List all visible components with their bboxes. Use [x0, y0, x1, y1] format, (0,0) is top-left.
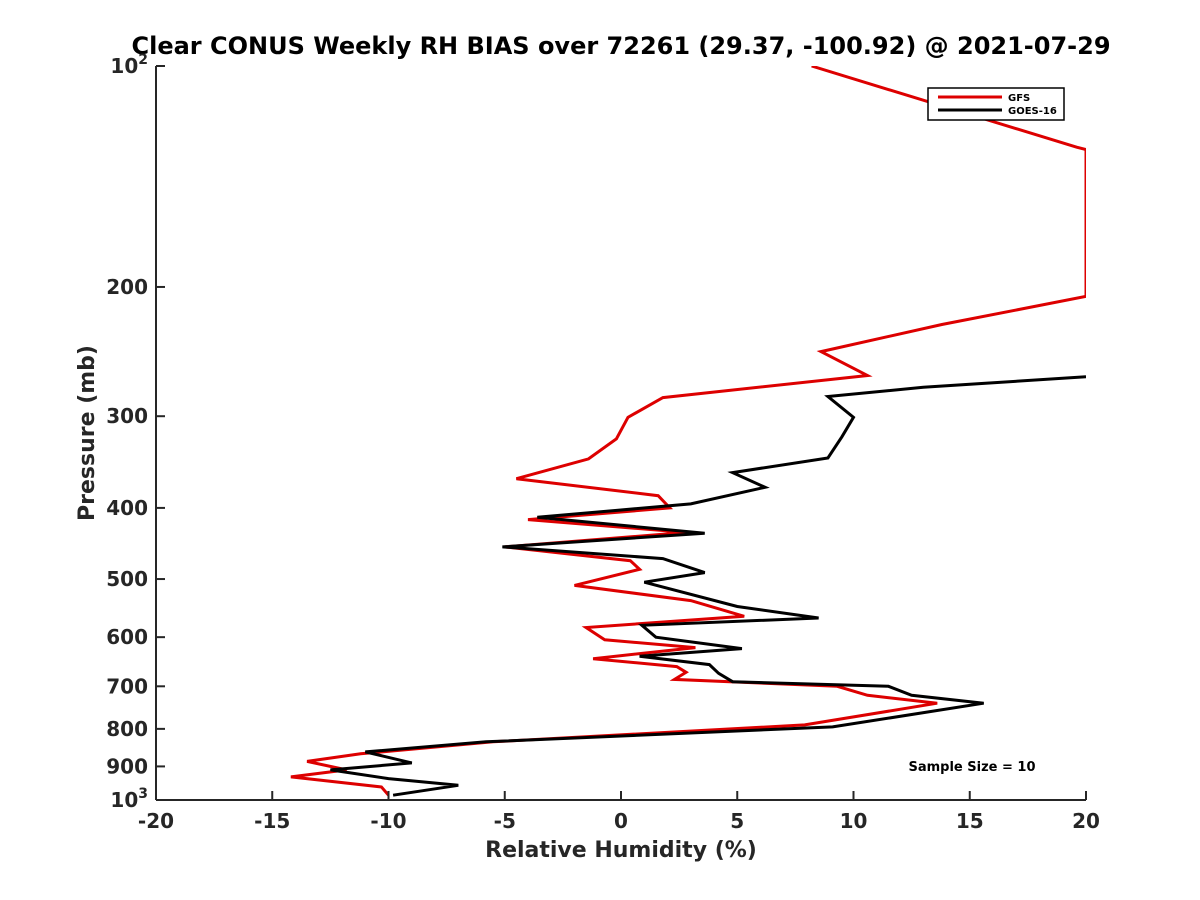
- sample-size-annotation: Sample Size = 10: [908, 760, 1035, 775]
- legend: GFS GOES-16: [927, 87, 1065, 121]
- axes-layer: -20 -15 -10 -5 0 5 10 15 20 102 200 300 400 500 600 700…: [106, 52, 1100, 833]
- x-axis-label: Relative Humidity (%): [485, 838, 757, 863]
- y-tick-label: 800: [106, 717, 148, 741]
- legend-box: [927, 87, 1065, 121]
- y-tick-label: 500: [106, 567, 148, 591]
- y-tick-label: 300: [106, 404, 148, 428]
- x-tick-label: 0: [614, 809, 628, 833]
- legend-entry: GOES-16: [1008, 106, 1057, 117]
- x-tick-label: -20: [138, 809, 174, 833]
- x-tick-label: 20: [1072, 809, 1100, 833]
- series-layer: [290, 66, 1086, 797]
- y-tick-label: 900: [106, 754, 148, 778]
- x-tick-label: -15: [254, 809, 290, 833]
- y-tick-label: 200: [106, 275, 148, 299]
- y-tick-label: 102: [110, 52, 148, 78]
- y-axis-label: Pressure (mb): [75, 345, 100, 521]
- x-tick-label: 5: [730, 809, 744, 833]
- series-line-goes-16: [330, 375, 1086, 797]
- chart-title: Clear CONUS Weekly RH BIAS over 72261 (2…: [131, 32, 1110, 60]
- x-tick-label: -5: [494, 809, 516, 833]
- legend-entry: GFS: [1008, 93, 1030, 104]
- y-tick-label: 600: [106, 625, 148, 649]
- x-tick-label: -10: [370, 809, 406, 833]
- y-tick-label: 700: [106, 674, 148, 698]
- x-tick-label: 15: [956, 809, 984, 833]
- y-tick-label: 103: [110, 786, 148, 812]
- x-tick-label: 10: [840, 809, 868, 833]
- y-tick-label: 400: [106, 496, 148, 520]
